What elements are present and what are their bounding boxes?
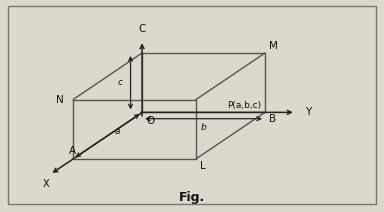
Text: N: N — [56, 95, 63, 105]
Text: P(a,b,c): P(a,b,c) — [227, 101, 261, 110]
Text: M: M — [269, 41, 278, 51]
Text: X: X — [43, 179, 50, 189]
Text: O: O — [146, 116, 154, 126]
Text: a: a — [114, 127, 120, 136]
Text: Fig.: Fig. — [179, 191, 205, 204]
Text: A: A — [70, 146, 76, 156]
Text: b: b — [201, 123, 206, 132]
Text: Y: Y — [305, 107, 311, 117]
Text: L: L — [200, 161, 205, 171]
Text: c: c — [118, 78, 123, 87]
Text: C: C — [138, 24, 146, 34]
Text: B: B — [269, 114, 276, 124]
